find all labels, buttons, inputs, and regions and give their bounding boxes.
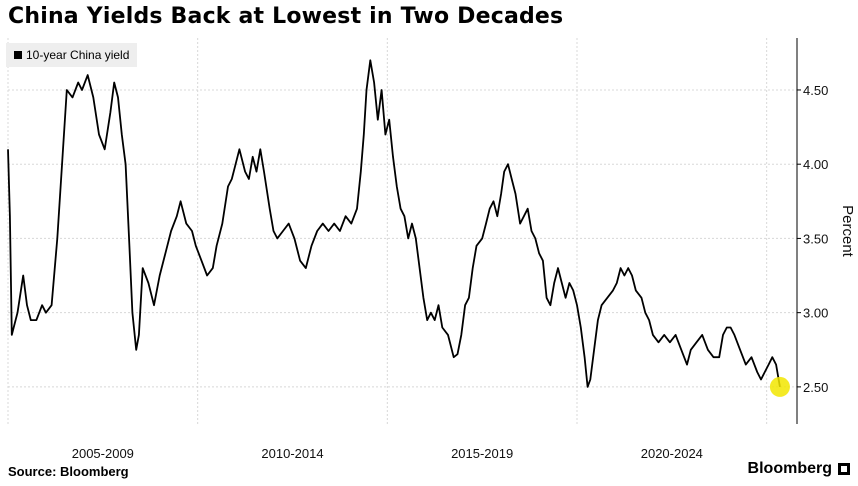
brand-name: Bloomberg	[747, 460, 832, 477]
latest-value-highlight	[769, 376, 790, 397]
legend: 10-year China yield	[6, 43, 138, 67]
y-tick-label: 4.50	[803, 83, 828, 98]
y-tick-label: 2.50	[803, 380, 828, 395]
y-axis-title: Percent	[839, 205, 856, 258]
series-line-10-year-china-yield	[7, 59, 781, 388]
gridlines	[7, 38, 797, 424]
x-tick-label: 2015-2019	[451, 446, 513, 461]
x-tick-label: 2020-2024	[641, 446, 703, 461]
axes	[796, 38, 801, 424]
tick-labels: 2.50 3.00 3.50 4.00 4.50 Percent 2005-2009 2010…	[72, 83, 856, 461]
legend-swatch	[14, 51, 22, 59]
x-tick-label: 2005-2009	[72, 446, 134, 461]
bloomberg-square-icon	[838, 463, 850, 475]
series-layer	[7, 59, 790, 397]
legend-label: 10-year China yield	[26, 48, 130, 62]
brand-logo: Bloomberg	[748, 460, 850, 478]
x-tick-label: 2010-2014	[261, 446, 323, 461]
chart-title: China Yields Back at Lowest in Two Decad…	[8, 4, 564, 29]
y-tick-label: 3.00	[803, 306, 828, 321]
y-tick-label: 4.00	[803, 157, 828, 172]
source-note: Source: Bloomberg	[8, 464, 129, 479]
y-tick-label: 3.50	[803, 231, 828, 246]
